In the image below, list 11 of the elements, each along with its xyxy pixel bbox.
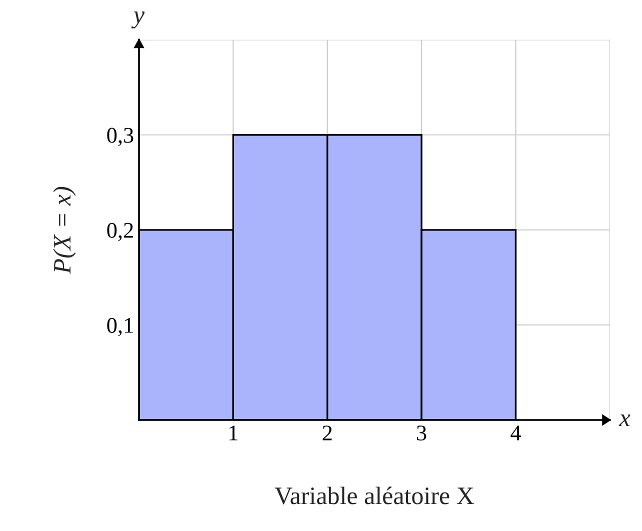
y-tick-label: 0,1 bbox=[107, 318, 133, 336]
x-tick-label: 4 bbox=[510, 426, 521, 440]
x-tick-label: 2 bbox=[322, 426, 332, 440]
y-tick-label: 0,2 bbox=[107, 222, 133, 242]
y-tick-label: 0,3 bbox=[107, 128, 134, 146]
text: y bbox=[131, 12, 145, 28]
x-axis-title: Variable aléatoire X bbox=[274, 486, 474, 504]
text: x bbox=[619, 414, 630, 426]
x-tick-label: 3 bbox=[417, 426, 426, 441]
x-tick-label: 1 bbox=[230, 426, 238, 440]
y-axis-title: P(X = x) bbox=[53, 186, 76, 274]
